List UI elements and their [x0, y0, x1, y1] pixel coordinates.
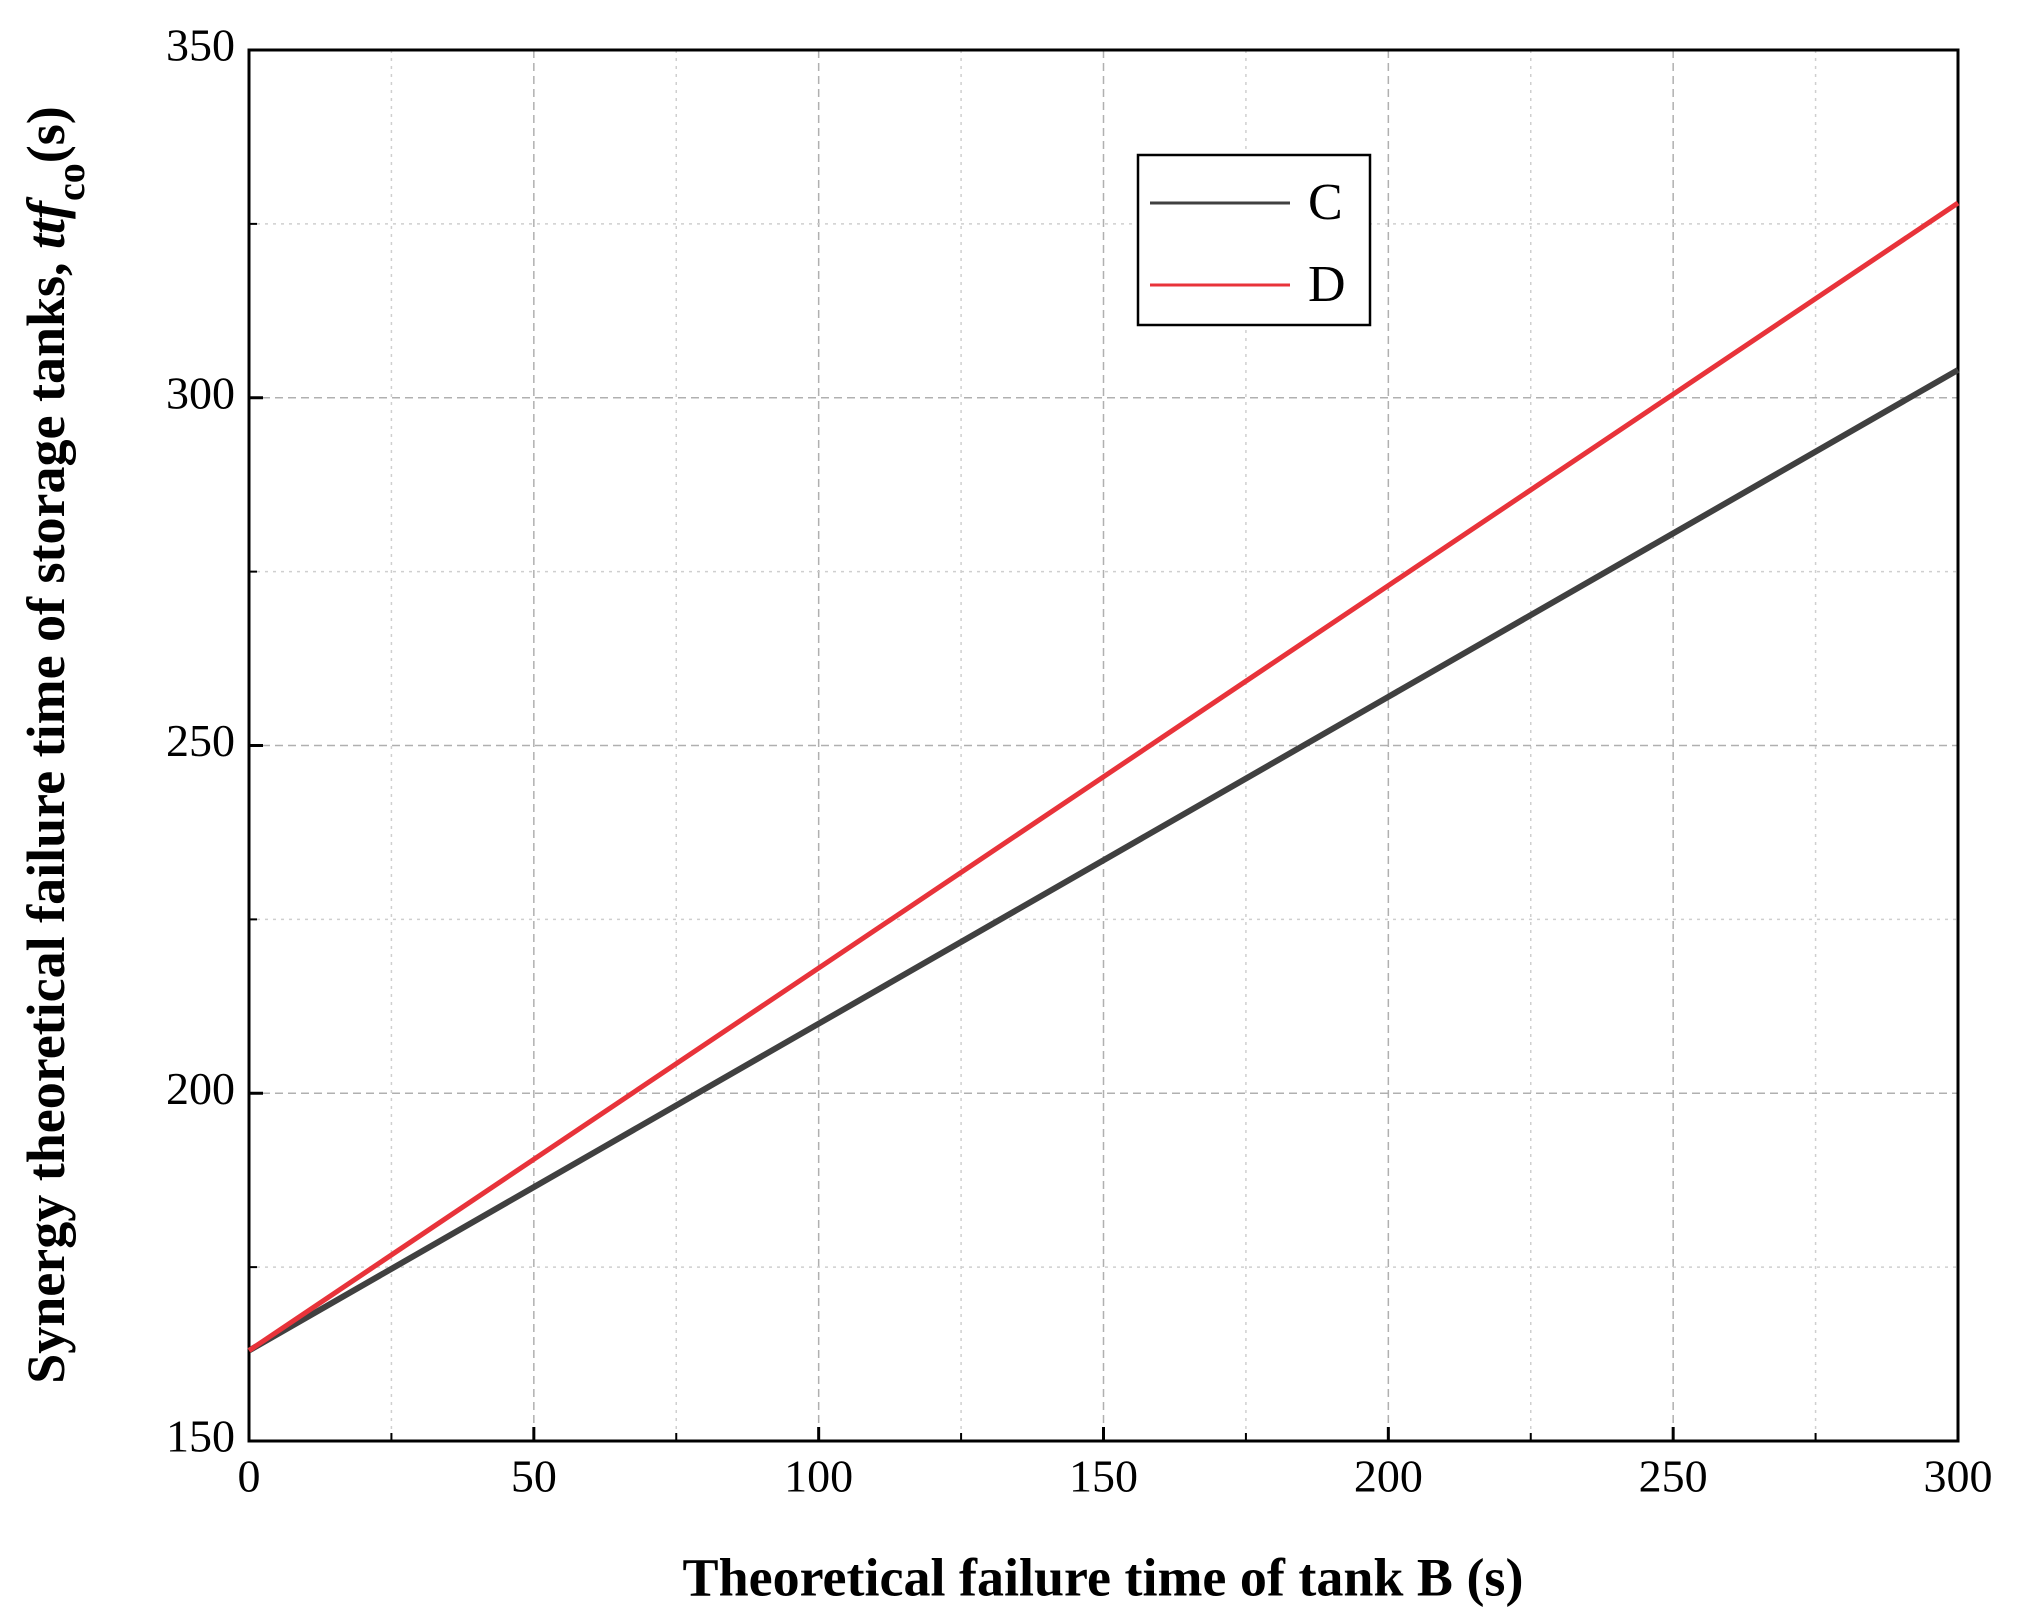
y-title-unit: (s) — [16, 106, 76, 163]
y-axis-title: Synergy theoretical failure time of stor… — [16, 106, 92, 1384]
x-tick-label: 100 — [784, 1451, 853, 1502]
x-tick-label: 0 — [238, 1451, 261, 1502]
y-title-subscript: co — [48, 163, 93, 201]
y-tick-label: 150 — [166, 1411, 235, 1462]
line-series — [247, 200, 1960, 1353]
x-tick-label: 50 — [511, 1451, 557, 1502]
y-title-text: Synergy theoretical failure time of stor… — [16, 249, 76, 1384]
y-title-italic: ttf — [16, 196, 76, 249]
legend-label: C — [1308, 174, 1343, 231]
legend-label: D — [1308, 256, 1346, 313]
y-tick-label: 300 — [166, 367, 235, 418]
x-tick-label: 300 — [1924, 1451, 1993, 1502]
x-axis-title: Theoretical failure time of tank B (s) — [683, 1547, 1524, 1607]
x-tick-label: 250 — [1639, 1451, 1708, 1502]
x-tick-label: 150 — [1069, 1451, 1138, 1502]
legend-box — [1136, 153, 1372, 327]
y-tick-label: 350 — [166, 20, 235, 71]
plot-frame — [247, 48, 1960, 1443]
line-series — [247, 367, 1960, 1354]
x-tick-label: 200 — [1354, 1451, 1423, 1502]
y-tick-label: 250 — [166, 715, 235, 766]
y-tick-label: 200 — [166, 1063, 235, 1114]
